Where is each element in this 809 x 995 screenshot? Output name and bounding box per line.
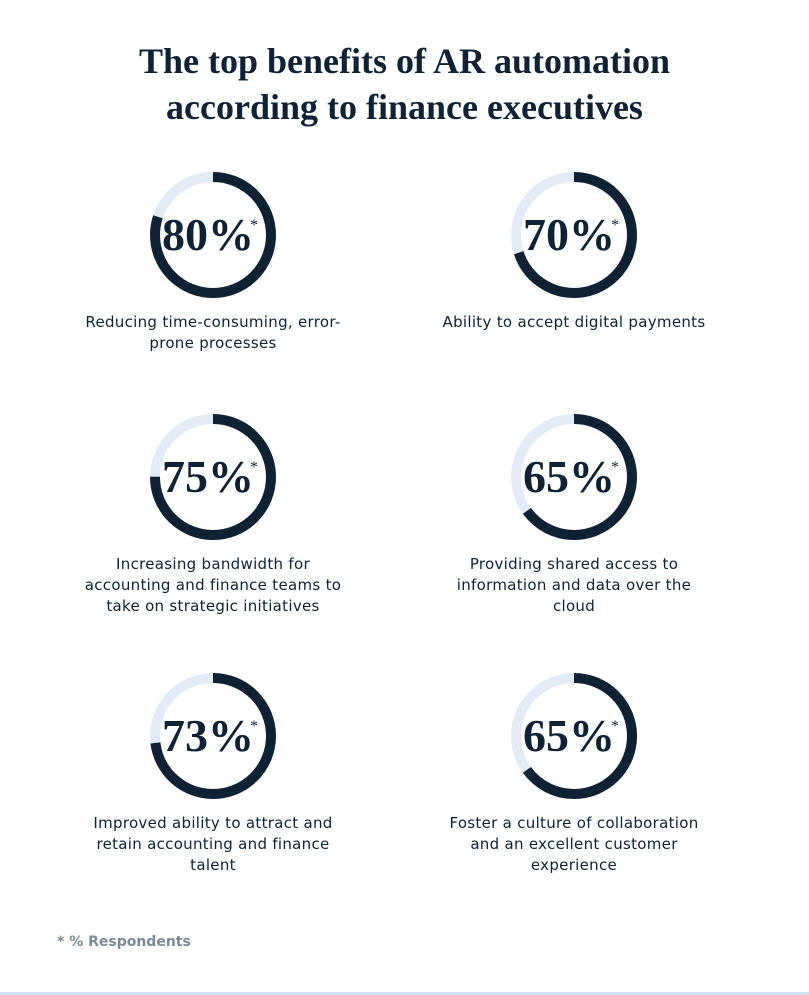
donut-arc: [511, 673, 637, 799]
bottom-divider: [0, 992, 809, 995]
stat-item: 73% * Improved ability to attract and re…: [63, 669, 363, 876]
stat-item: 70% * Ability to accept digital payments: [424, 168, 724, 333]
donut-ring: 73% *: [150, 673, 276, 799]
asterisk-marker: *: [250, 459, 258, 476]
donut-arc: [511, 414, 637, 540]
stat-caption: Improved ability to attract and retain a…: [93, 814, 333, 874]
footnote: * % Respondents: [57, 934, 191, 950]
asterisk-marker: *: [611, 217, 619, 234]
stat-caption: Ability to accept digital payments: [442, 313, 706, 331]
stat-item: 75% * Increasing bandwidth for accountin…: [63, 410, 363, 617]
donut-arc: [150, 414, 276, 540]
stat-caption: Reducing time-consuming, error-prone pro…: [85, 313, 341, 352]
donut-ring: 65% *: [511, 414, 637, 540]
donut-arc: [511, 172, 637, 298]
value-label: 65%: [523, 710, 615, 761]
asterisk-marker: *: [250, 718, 258, 735]
stat-item: 80% * Reducing time-consuming, error-pro…: [63, 168, 363, 354]
stat-item: 65% * Foster a culture of collaboration …: [424, 669, 724, 876]
donut-ring: 70% *: [511, 172, 637, 298]
chart-title-line-1: The top benefits of AR automation: [138, 41, 671, 81]
asterisk-marker: *: [611, 459, 619, 476]
stat-caption: Increasing bandwidth for accounting and …: [84, 555, 342, 615]
stat-caption: Providing shared access to information a…: [456, 555, 692, 615]
value-label: 70%: [523, 209, 615, 260]
asterisk-marker: *: [250, 217, 258, 234]
stat-item: 65% * Providing shared access to informa…: [424, 410, 724, 617]
value-label: 80%: [162, 209, 254, 260]
donut-ring: 80% *: [150, 172, 276, 298]
value-label: 73%: [162, 710, 254, 761]
value-label: 75%: [162, 451, 254, 502]
donut-arc: [150, 673, 276, 799]
asterisk-marker: *: [611, 718, 619, 735]
donut-arc: [150, 172, 276, 298]
stat-caption: Foster a culture of collaboration and an…: [449, 814, 699, 874]
value-label: 65%: [523, 451, 615, 502]
chart-title: The top benefits of AR automation accord…: [0, 38, 809, 130]
chart-title-line-2: according to finance executives: [166, 87, 643, 127]
donut-ring: 75% *: [150, 414, 276, 540]
donut-ring: 65% *: [511, 673, 637, 799]
